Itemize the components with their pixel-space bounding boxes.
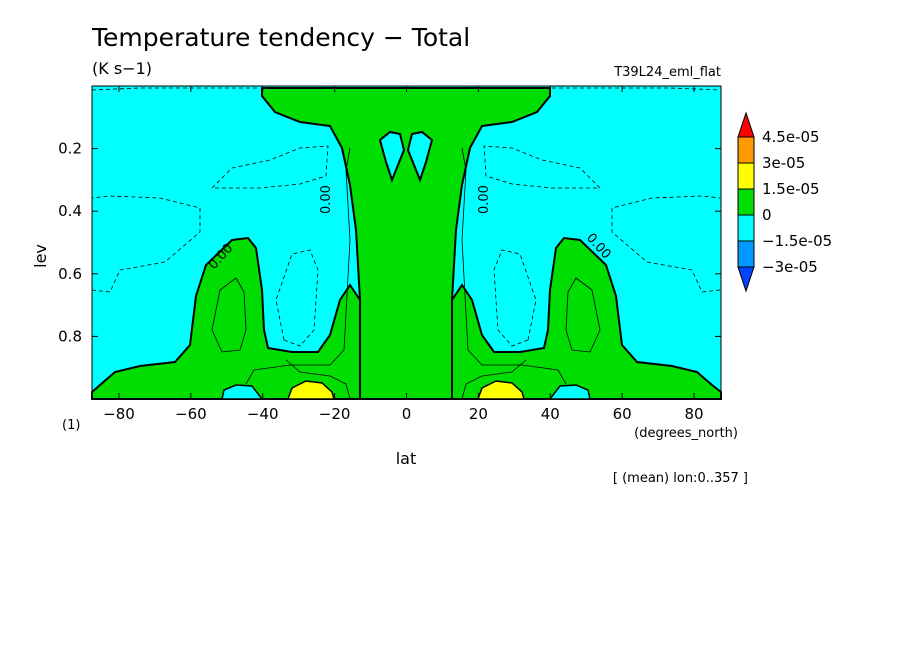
colorbar-swatch — [737, 188, 755, 216]
y-tick-label: 0.8 — [58, 327, 82, 345]
colorbar-swatch — [737, 240, 755, 268]
colorbar-label: 1.5e-05 — [762, 180, 820, 198]
colorbar: 4.5e-05 3e-05 1.5e-05 0 −1.5e-05 −3e-05 — [737, 111, 832, 293]
y-tick-label: 0.2 — [58, 140, 82, 158]
positive-south-lobe — [91, 236, 361, 400]
chart-units: (K s−1) — [92, 59, 152, 78]
colorbar-swatch — [737, 162, 755, 190]
experiment-label: T39L24_eml_flat — [613, 65, 721, 80]
x-tick-label: 40 — [541, 405, 560, 423]
colorbar-swatch — [737, 136, 755, 164]
colorbar-swatch — [737, 111, 755, 138]
axes: −80 −60 −40 −20 0 20 40 60 80 0.2 0.4 0.6 0.8 — [58, 86, 721, 423]
x-tick-label: −20 — [319, 405, 351, 423]
colorbar-label: 0 — [762, 206, 772, 224]
x-axis-label: lat — [396, 449, 417, 468]
colorbar-label: 3e-05 — [762, 154, 805, 172]
positive-north-lobe — [451, 236, 722, 400]
colorbar-label: −1.5e-05 — [762, 232, 832, 250]
x-axis-units: (degrees_north) — [634, 426, 738, 441]
negative-hole-left — [378, 130, 406, 183]
y-axis-units: (1) — [62, 418, 80, 433]
dashed-contours — [91, 87, 721, 347]
x-tick-label: 20 — [469, 405, 488, 423]
contour-label: 0.00 — [319, 185, 334, 214]
y-tick-label: 0.4 — [58, 202, 82, 220]
contour-label: 0.00 — [477, 185, 492, 214]
x-tick-label: −60 — [175, 405, 207, 423]
thin-contours — [211, 147, 601, 400]
colorbar-swatch — [737, 214, 755, 242]
x-tick-label: 60 — [613, 405, 632, 423]
negative-hole-right — [406, 130, 434, 183]
plot-area: 0.00 0.00 0.00 0.00 — [91, 85, 722, 400]
x-tick-label: −80 — [103, 405, 135, 423]
colorbar-label: −3e-05 — [762, 258, 818, 276]
y-tick-label: 0.6 — [58, 265, 82, 283]
colorbar-swatch — [737, 266, 755, 293]
y-axis-label: lev — [31, 244, 50, 268]
x-tick-label: 0 — [402, 405, 412, 423]
chart-title: Temperature tendency − Total — [91, 23, 470, 52]
colorbar-label: 4.5e-05 — [762, 128, 820, 146]
footnote: [ (mean) lon:0..357 ] — [613, 471, 748, 486]
x-tick-label: 80 — [684, 405, 703, 423]
x-tick-label: −40 — [247, 405, 279, 423]
